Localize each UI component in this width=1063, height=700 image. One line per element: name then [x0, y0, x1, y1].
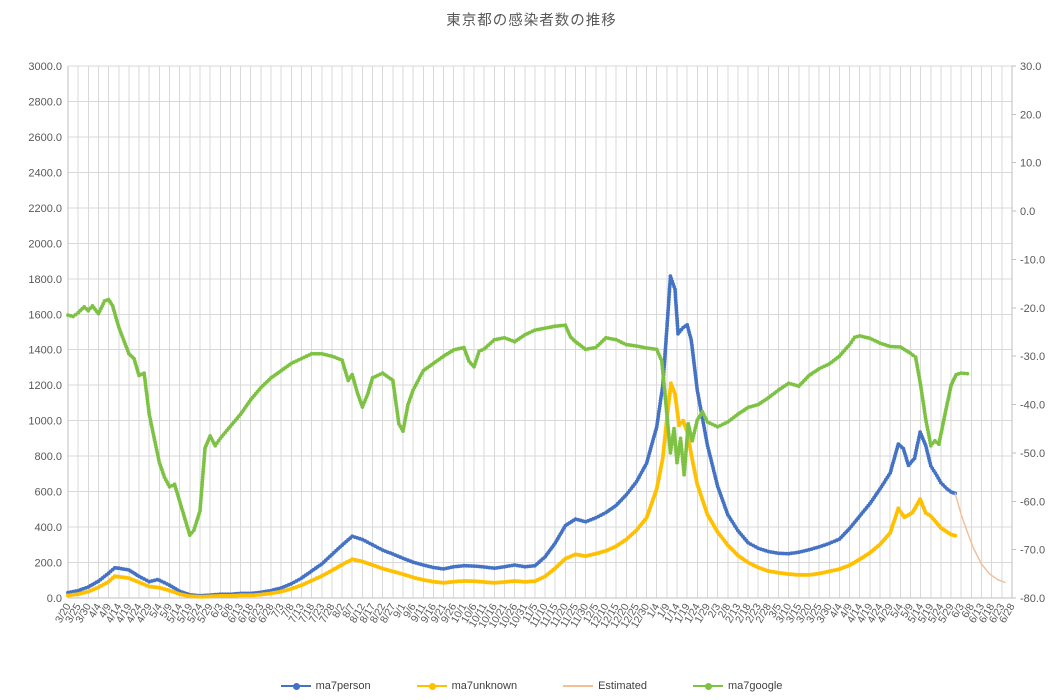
left-axis-label: 1200.0 — [28, 380, 62, 392]
right-axis-label: 10.0 — [1020, 158, 1041, 170]
right-axis-label: -80.0 — [1020, 593, 1045, 605]
left-axis-label: 2800.0 — [28, 96, 62, 108]
series-marker — [953, 533, 958, 538]
left-axis-label: 2200.0 — [28, 203, 62, 215]
series-ma7google — [66, 297, 970, 537]
right-axis-label: -60.0 — [1020, 496, 1045, 508]
right-axis-label: -30.0 — [1020, 351, 1045, 363]
series-marker — [959, 371, 964, 375]
right-axis-label: -40.0 — [1020, 400, 1045, 412]
left-axis-label: 2600.0 — [28, 132, 62, 144]
series-marker — [965, 371, 970, 376]
legend-label: ma7unknown — [451, 680, 518, 692]
left-axis-label: 2400.0 — [28, 167, 62, 179]
series-marker — [665, 326, 669, 331]
right-axis-label: 20.0 — [1020, 109, 1041, 121]
series-marker — [673, 290, 678, 294]
right-axis-label: 0.0 — [1020, 206, 1035, 218]
series-marker — [202, 456, 207, 461]
series-marker — [666, 310, 670, 315]
legend-swatch-line-dot-icon — [692, 682, 723, 691]
series-marker — [962, 371, 967, 376]
right-axis-label: -50.0 — [1020, 448, 1045, 460]
left-axis-label: 800.0 — [34, 451, 62, 463]
legend: ma7person ma7unknown Estimated ma7google — [0, 680, 1063, 692]
right-axis-label: -20.0 — [1020, 303, 1045, 315]
series-marker — [200, 485, 204, 490]
chart-title: 東京都の感染者数の推移 — [446, 13, 617, 29]
left-axis-label: 1800.0 — [28, 274, 62, 286]
right-axis-label: -10.0 — [1020, 254, 1045, 266]
series-marker — [911, 353, 915, 358]
left-axis-label: 3000.0 — [28, 61, 62, 73]
left-axis-label: 2000.0 — [28, 238, 62, 250]
series-line — [954, 492, 1006, 584]
legend-label: Estimated — [598, 680, 647, 692]
legend-swatch-line-icon — [563, 682, 594, 691]
legend-item-estimated: Estimated — [563, 680, 647, 692]
legend-item-ma7google: ma7google — [692, 680, 783, 692]
right-axis-label: 30.0 — [1020, 61, 1041, 73]
grid — [67, 65, 1013, 599]
left-axis-label: 600.0 — [34, 487, 62, 499]
series-estimated — [954, 492, 1006, 584]
left-axis-label: 0.0 — [47, 593, 62, 605]
series-marker — [667, 295, 671, 299]
legend-swatch-line-dot-icon — [416, 682, 447, 691]
series-marker — [317, 351, 322, 356]
left-axis-label: 1600.0 — [28, 309, 62, 321]
series-marker — [198, 498, 203, 503]
series-line — [67, 299, 968, 536]
series-marker — [309, 351, 314, 356]
left-axis-label: 400.0 — [34, 522, 62, 534]
left-axis-label: 200.0 — [34, 558, 62, 570]
series-marker — [673, 439, 678, 444]
series-marker — [675, 324, 680, 328]
left-axis-label: 1400.0 — [28, 345, 62, 357]
axes — [67, 65, 1016, 599]
legend-label: ma7person — [315, 680, 371, 692]
legend-item-ma7person: ma7person — [280, 680, 371, 692]
right-axis-label: -70.0 — [1020, 545, 1045, 557]
legend-label: ma7google — [727, 680, 783, 692]
series-marker — [201, 469, 206, 474]
legend-item-ma7unknown: ma7unknown — [416, 680, 518, 692]
series-marker — [73, 312, 78, 317]
legend-swatch-line-dot-icon — [280, 682, 311, 691]
left-axis-label: 1000.0 — [28, 416, 62, 428]
